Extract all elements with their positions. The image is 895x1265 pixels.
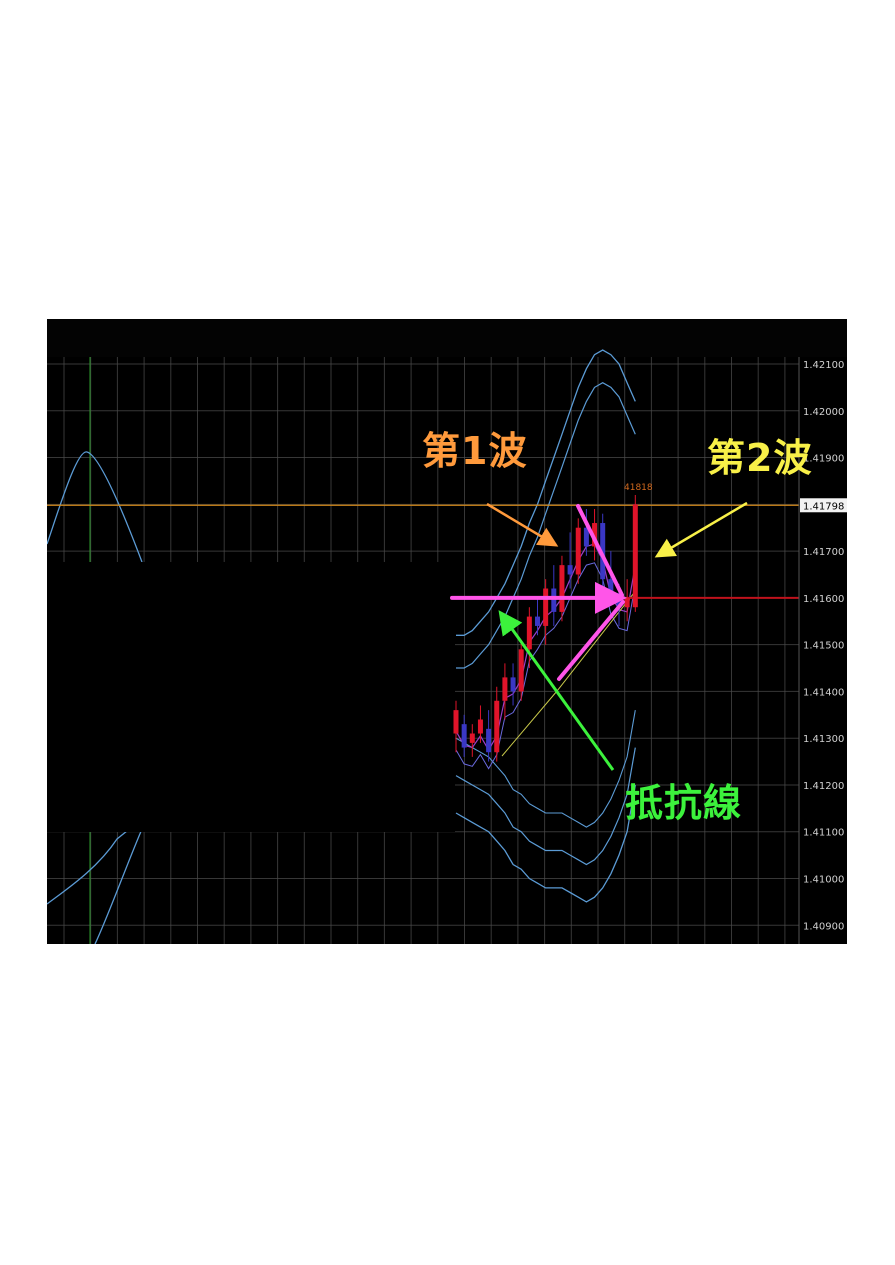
candle-body [494, 700, 500, 753]
candle-body [510, 677, 516, 692]
wave1-arrow [486, 502, 559, 547]
price-chart: 1.421001.420001.419001.418001.417001.416… [47, 349, 847, 944]
left-lower-band [47, 818, 143, 905]
candle-body [502, 677, 508, 701]
candle-body [526, 616, 532, 650]
price-axis: 1.421001.420001.419001.418001.417001.416… [624, 357, 847, 944]
candle-body [486, 728, 492, 753]
y-tick-label: 1.41600 [803, 594, 844, 605]
resistance-label: 抵抗線 [625, 781, 743, 825]
candlesticks [453, 494, 638, 762]
candle-body [543, 588, 549, 626]
y-tick-label: 1.41500 [803, 641, 844, 652]
candle-body [632, 504, 638, 608]
y-tick-label: 1.41100 [803, 828, 844, 839]
y-tick-label: 1.42000 [803, 407, 844, 418]
y-tick-label: 1.41300 [803, 734, 844, 745]
candle-body [551, 588, 557, 612]
lower-band-3sigma [455, 784, 636, 903]
candle-body [477, 719, 483, 734]
price-lines [47, 504, 799, 599]
chart-panel: 1.421001.420001.419001.418001.417001.416… [47, 319, 847, 944]
y-tick-label: 1.41700 [803, 547, 844, 558]
wave-return-line [557, 600, 625, 681]
lower-band-1sigma [455, 710, 636, 828]
chart-title-bar [47, 319, 847, 357]
candle-body [559, 565, 565, 612]
candle-body [592, 523, 598, 547]
candle-body [518, 649, 524, 692]
candle-body [567, 565, 573, 575]
candle-body [608, 579, 614, 594]
blackout-region [47, 562, 455, 832]
upper-band-3sigma [456, 349, 636, 636]
y-tick-label: 1.40900 [803, 921, 844, 932]
y-tick-label: 1.41000 [803, 875, 844, 886]
left-upper-band [47, 451, 143, 563]
y-tick-label: 1.41900 [803, 454, 844, 465]
candle-body [583, 527, 589, 547]
wave2-arrow [654, 501, 748, 558]
annotation-overlay [450, 501, 748, 771]
y-tick-label: 1.42100 [803, 360, 844, 371]
current-price-label: 1.41798 [803, 501, 844, 512]
wave2-label: 第2波 [707, 436, 813, 480]
current-price-badge [800, 498, 847, 513]
candle-body [600, 523, 606, 580]
candle-body [461, 724, 467, 748]
candle-body [535, 616, 540, 626]
candle-body [469, 733, 475, 743]
moving-average [455, 543, 636, 752]
lower-band-2sigma [455, 747, 636, 866]
resistance-arrow [498, 610, 615, 771]
left-lower-band-2 [94, 828, 143, 944]
high-marker-label: 41818 [624, 483, 653, 493]
candle-body [453, 710, 459, 734]
y-tick-label: 1.41400 [803, 687, 844, 698]
candle-body [575, 527, 581, 575]
candle-body [624, 597, 630, 608]
y-tick-label: 1.41200 [803, 781, 844, 792]
wave1-label: 第1波 [422, 429, 528, 473]
wave-drop-line [576, 504, 624, 597]
upper-band-2sigma [456, 382, 636, 669]
